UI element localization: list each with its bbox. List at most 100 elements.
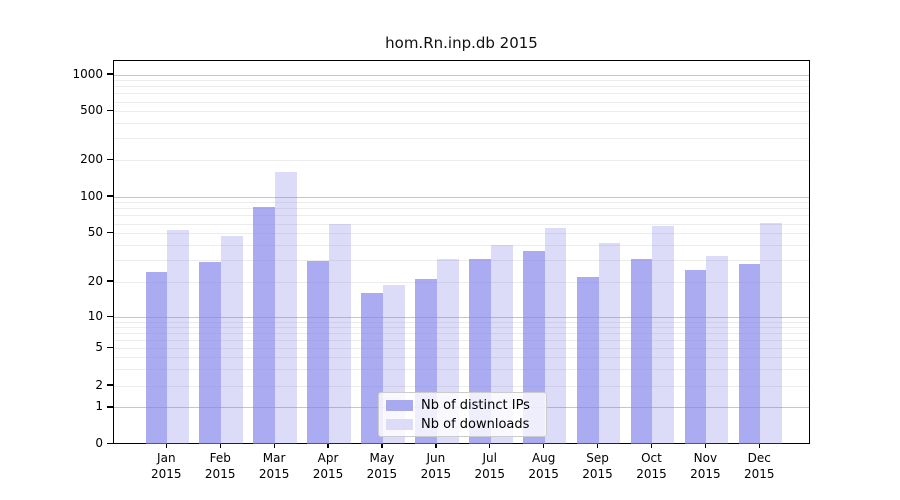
gridline-minor — [114, 333, 809, 335]
bar-distinct-ips-nov — [684, 270, 707, 444]
y-tick-mark — [107, 316, 113, 318]
y-tick-label: 5 — [95, 340, 103, 355]
y-tick-label: 50 — [87, 225, 103, 240]
x-tick-mark — [273, 443, 275, 449]
y-tick-mark — [107, 73, 113, 75]
x-tick-label: Jun 2015 — [404, 450, 468, 482]
x-tick-mark — [165, 443, 167, 449]
y-tick-label: 2 — [95, 377, 103, 392]
x-tick-year: 2015 — [204, 467, 236, 481]
y-tick-label: 10 — [87, 309, 103, 324]
x-tick-month: Apr — [317, 451, 339, 465]
x-tick-label: Mar 2015 — [242, 450, 306, 482]
gridline-minor — [114, 223, 809, 225]
legend-label-downloads: Nb of downloads — [421, 416, 530, 432]
x-tick-mark — [327, 443, 329, 449]
x-tick-month: Mar — [262, 451, 286, 465]
y-tick-mark — [107, 406, 113, 408]
x-tick-year: 2015 — [258, 467, 290, 481]
y-tick-mark — [107, 443, 113, 445]
y-tick-mark — [107, 158, 113, 160]
bar-distinct-ips-jan — [145, 272, 168, 444]
chart-title: hom.Rn.inp.db 2015 — [385, 34, 538, 52]
y-tick-label: 0 — [95, 436, 103, 451]
x-tick-year: 2015 — [151, 467, 182, 481]
bar-downloads-mar — [275, 172, 297, 444]
x-tick-year: 2015 — [690, 467, 721, 481]
bar-downloads-apr — [329, 224, 351, 444]
gridline-minor — [114, 340, 809, 342]
x-tick-label: Jul 2015 — [458, 450, 522, 482]
y-tick-label: 1 — [95, 399, 103, 414]
gridline-minor — [114, 244, 809, 246]
bar-distinct-ips-feb — [199, 262, 222, 444]
gridline-minor — [114, 111, 809, 113]
gridline-major — [114, 317, 809, 319]
gridline-minor — [114, 159, 809, 161]
x-tick-year: 2015 — [420, 467, 452, 481]
x-tick-month: Dec — [747, 451, 771, 465]
legend-label-distinct-ips: Nb of distinct IPs — [421, 397, 530, 413]
bar-downloads-jan — [167, 229, 190, 444]
gridline-minor — [114, 233, 809, 235]
legend-swatch-distinct-ips — [386, 399, 413, 411]
x-tick-label: Feb 2015 — [188, 450, 252, 482]
x-tick-month: Nov — [693, 451, 718, 465]
y-tick-mark — [107, 280, 113, 282]
x-tick-mark — [543, 443, 545, 449]
y-tick-label: 100 — [80, 188, 103, 203]
bar-distinct-ips-apr — [307, 260, 330, 444]
y-tick-mark — [107, 195, 113, 197]
bar-distinct-ips-oct — [630, 258, 653, 444]
bar-distinct-ips-dec — [738, 264, 761, 444]
legend-entry-downloads: Nb of downloads — [386, 417, 546, 432]
bar-downloads-sep — [598, 242, 621, 444]
x-tick-mark — [596, 443, 599, 449]
gridline-minor — [114, 208, 809, 210]
x-tick-mark — [435, 443, 437, 449]
x-tick-month: Jul — [482, 451, 497, 465]
x-tick-mark — [650, 443, 653, 449]
x-tick-label: Aug 2015 — [512, 450, 576, 482]
legend: Nb of distinct IPs Nb of downloads — [378, 392, 547, 437]
x-tick-month: May — [369, 451, 395, 465]
y-tick-mark — [107, 110, 113, 112]
x-tick-mark — [704, 443, 707, 449]
bar-downloads-nov — [706, 255, 729, 444]
x-tick-year: 2015 — [528, 467, 559, 481]
x-tick-year: 2015 — [474, 467, 506, 481]
gridline-minor — [114, 86, 809, 88]
gridline-minor — [114, 281, 809, 283]
bar-distinct-ips-mar — [253, 206, 276, 444]
x-tick-label: Dec 2015 — [727, 450, 791, 482]
x-tick-year: 2015 — [366, 467, 398, 481]
x-tick-month: Oct — [641, 451, 662, 465]
x-tick-label: Oct 2015 — [619, 450, 683, 482]
bar-downloads-dec — [760, 223, 783, 444]
gridline-minor — [114, 327, 809, 329]
x-tick-mark — [219, 443, 221, 449]
gridline-minor — [114, 348, 809, 350]
y-tick-label: 20 — [87, 273, 103, 288]
gridline-major — [114, 74, 809, 76]
gridline-minor — [114, 368, 809, 370]
gridline-minor — [114, 260, 809, 262]
x-tick-label: Apr 2015 — [296, 450, 360, 482]
x-tick-label: Jan 2015 — [134, 450, 198, 482]
x-tick-month: Feb — [209, 451, 231, 465]
y-tick-mark — [107, 347, 113, 349]
legend-entry-distinct-ips: Nb of distinct IPs — [386, 398, 546, 413]
gridline-minor — [114, 202, 809, 204]
gridline-minor — [114, 385, 809, 387]
x-tick-month: Jan — [157, 451, 176, 465]
x-tick-year: 2015 — [744, 467, 775, 481]
gridline-minor — [114, 357, 809, 359]
y-tick-label: 500 — [80, 103, 103, 118]
gridline-minor — [114, 93, 809, 95]
bar-downloads-aug — [544, 227, 567, 444]
y-tick-mark — [107, 384, 113, 386]
y-tick-label: 200 — [80, 151, 103, 166]
x-tick-year: 2015 — [312, 467, 344, 481]
x-tick-label: May 2015 — [350, 450, 414, 482]
